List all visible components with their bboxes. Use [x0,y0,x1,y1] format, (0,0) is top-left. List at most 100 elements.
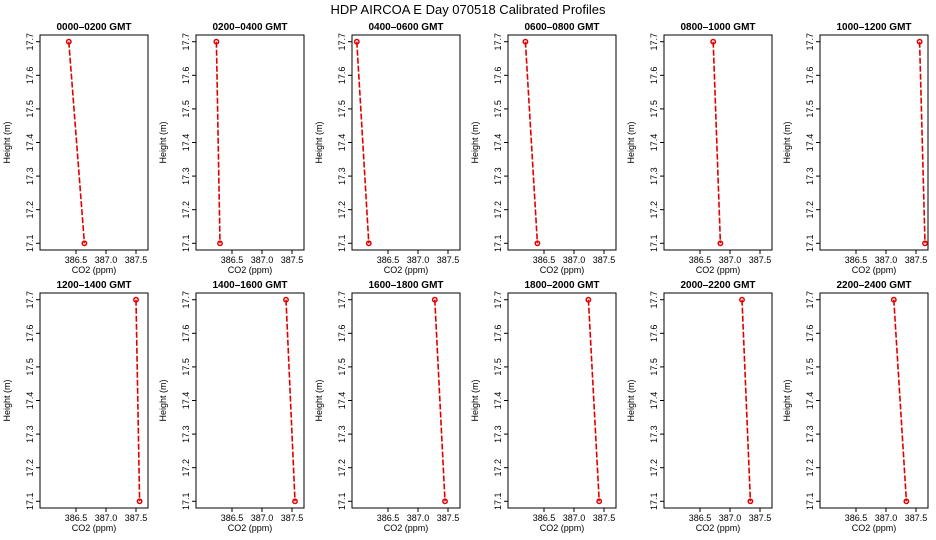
x-tick-label: 387.5 [125,255,148,265]
profile-line [587,299,600,502]
x-tick-label: 386.5 [845,513,868,523]
y-tick-label: 17.4 [181,392,191,410]
panel-6: 1000–1200 GMT 386.5 387.0 387.5 17.1 17.2 17.3… [782,22,929,275]
profile-line [893,299,908,502]
y-tick-label: 17.7 [181,291,191,309]
x-tick-label: 386.5 [221,255,244,265]
panel-title: 0600–0800 GMT [524,22,599,33]
x-tick-label: 386.5 [377,513,400,523]
x-tick-label: 387.5 [437,255,460,265]
y-tick-label: 17.5 [25,100,35,118]
y-tick-label: 17.1 [493,493,503,511]
plot-frame [663,34,773,251]
panel-title: 1200–1400 GMT [56,280,131,291]
panel-2: 0200–0400 GMT 386.5 387.0 387.5 17.1 17.2 17.3… [158,22,305,275]
y-tick-label: 17.1 [337,235,347,253]
y-axis-label: Height (m) [782,379,792,421]
y-tick-label: 17.2 [337,201,347,219]
y-tick-label: 17.6 [337,67,347,85]
profile-line [524,41,539,244]
panel-8: 1400–1600 GMT 386.5 387.0 387.5 17.1 17.2 17.3… [158,280,305,533]
profile-line [285,299,296,502]
data-point [747,498,754,505]
x-tick-label: 387.5 [593,255,616,265]
x-tick-label: 387.5 [749,513,772,523]
y-tick-label: 17.4 [25,134,35,152]
y-tick-label: 17.1 [337,493,347,511]
plot-frame [663,292,773,509]
x-axis-label: CO2 (ppm) [696,523,741,533]
x-tick-label: 387.5 [281,255,304,265]
y-tick-label: 17.6 [181,325,191,343]
y-tick-label: 17.4 [805,392,815,410]
y-tick-label: 17.5 [493,100,503,118]
y-tick-label: 17.2 [181,459,191,477]
y-tick-label: 17.2 [493,459,503,477]
y-tick-label: 17.6 [649,325,659,343]
x-tick-label: 386.5 [221,513,244,523]
y-tick-label: 17.2 [805,201,815,219]
panel-12: 2200–2400 GMT 386.5 387.0 387.5 17.1 17.2 17.3… [782,280,929,533]
y-tick-label: 17.2 [649,201,659,219]
panel-title: 0800–1000 GMT [680,22,755,33]
panel-title: 1000–1200 GMT [836,22,911,33]
y-axis-label: Height (m) [626,379,636,421]
data-point [292,498,298,505]
x-tick-label: 387.0 [407,513,430,523]
x-axis-label: CO2 (ppm) [228,523,273,533]
y-tick-label: 17.1 [181,235,191,253]
y-tick-label: 17.4 [649,134,659,152]
y-tick-label: 17.1 [25,235,35,253]
y-tick-label: 17.1 [649,493,659,511]
y-axis-label: Height (m) [2,121,12,163]
y-tick-label: 17.6 [805,325,815,343]
profile-line [135,299,141,502]
data-point [136,498,143,505]
y-tick-label: 17.7 [181,33,191,51]
y-tick-label: 17.5 [805,100,815,118]
y-tick-label: 17.1 [25,493,35,511]
y-tick-label: 17.7 [805,33,815,51]
data-point [916,38,923,45]
y-axis-label: Height (m) [470,121,480,163]
y-tick-label: 17.7 [805,291,815,309]
panel-title: 0000–0200 GMT [56,22,131,33]
x-axis-label: CO2 (ppm) [72,523,117,533]
data-point [213,38,220,45]
panel-title: 0200–0400 GMT [212,22,287,33]
y-tick-label: 17.4 [649,392,659,410]
data-point [431,296,438,303]
x-tick-label: 387.5 [749,255,772,265]
y-tick-label: 17.3 [337,167,347,185]
y-tick-label: 17.3 [805,425,815,443]
y-tick-label: 17.2 [181,201,191,219]
data-point [585,296,592,303]
x-tick-label: 387.5 [593,513,616,523]
y-tick-label: 17.3 [25,425,35,443]
y-axis-label: Height (m) [314,121,324,163]
y-tick-label: 17.7 [25,291,35,309]
y-tick-label: 17.3 [493,425,503,443]
data-point [710,38,717,45]
panel-11: 2000–2200 GMT 386.5 387.0 387.5 17.1 17.2 17.3… [626,280,773,533]
x-tick-label: 387.5 [281,513,304,523]
plot-frame [819,292,929,509]
x-tick-label: 387.5 [905,255,928,265]
y-tick-label: 17.3 [181,425,191,443]
panel-10: 1800–2000 GMT 386.5 387.0 387.5 17.1 17.2 17.3… [470,280,617,533]
panel-3: 0400–0600 GMT 386.5 387.0 387.5 17.1 17.2 17.3… [314,22,461,275]
data-point [283,296,289,303]
y-tick-label: 17.5 [25,358,35,376]
y-tick-label: 17.1 [181,493,191,511]
x-tick-label: 387.0 [407,255,430,265]
panel-title: 2000–2200 GMT [680,280,755,291]
data-point [442,498,448,505]
y-tick-label: 17.7 [25,33,35,51]
x-tick-label: 386.5 [533,255,556,265]
panel-grid: 0000–0200 GMT 386.5 387.0 387.5 17.1 17.2 17.3… [2,22,929,533]
y-tick-label: 17.1 [493,235,503,253]
data-point [133,296,139,303]
x-tick-label: 386.5 [65,513,88,523]
y-axis-label: Height (m) [782,121,792,163]
x-tick-label: 387.0 [875,513,898,523]
